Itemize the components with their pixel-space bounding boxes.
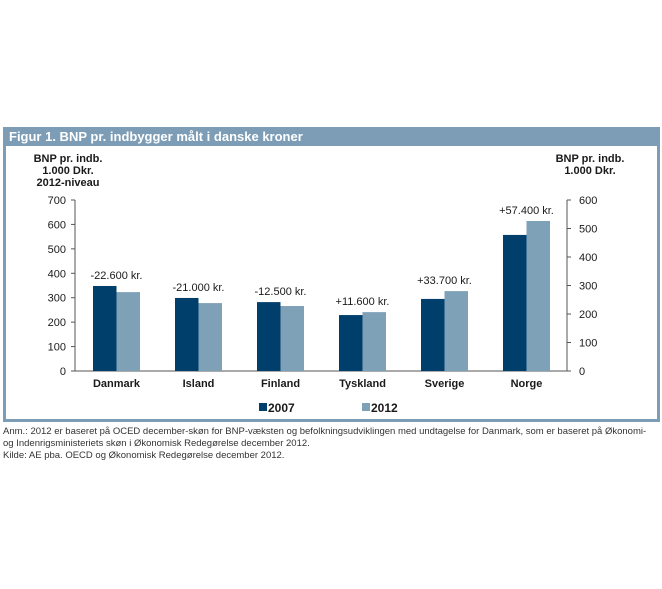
bar-2012-sverige	[444, 291, 468, 371]
left-axis-title: 2012-niveau	[37, 177, 100, 189]
source-text: Kilde: AE pba. OECD og Økonomisk Redegør…	[3, 450, 285, 461]
figure-frame	[3, 127, 660, 422]
data-label: -12.500 kr.	[255, 286, 307, 298]
left-tick-label: 600	[48, 219, 66, 231]
left-axis-title: 1.000 Dkr.	[42, 165, 93, 177]
note-text: Anm.: 2012 er baseret på OCED december-s…	[3, 426, 647, 449]
bar-2012-norge	[526, 221, 550, 371]
left-tick-label: 0	[60, 366, 66, 378]
bar-2007-sverige	[421, 298, 445, 371]
right-tick-label: 100	[579, 338, 597, 350]
legend-label: 2012	[371, 401, 398, 415]
bar-2007-norge	[503, 234, 527, 371]
bar-2007-tyskland	[339, 315, 363, 371]
category-label: Tyskland	[339, 378, 386, 390]
bar-2012-finland	[280, 306, 304, 371]
left-tick-label: 400	[48, 268, 66, 280]
bar-2007-danmark	[93, 285, 117, 371]
category-label: Island	[183, 378, 215, 390]
right-tick-label: 400	[579, 252, 597, 264]
left-tick-label: 100	[48, 342, 66, 354]
bar-2007-finland	[257, 302, 281, 371]
right-tick-label: 200	[579, 309, 597, 321]
legend-swatch-2007	[259, 403, 267, 411]
left-tick-label: 200	[48, 317, 66, 329]
right-tick-label: 500	[579, 224, 597, 236]
right-tick-label: 600	[579, 195, 597, 207]
data-label: -21.000 kr.	[173, 282, 225, 294]
left-axis-title: BNP pr. indb.	[34, 153, 103, 165]
left-tick-label: 700	[48, 195, 66, 207]
category-label: Danmark	[93, 378, 141, 390]
right-tick-label: 300	[579, 281, 597, 293]
data-label: +33.700 kr.	[417, 275, 472, 287]
legend-swatch-2012	[362, 403, 370, 411]
category-label: Norge	[511, 378, 543, 390]
bar-2012-danmark	[116, 292, 140, 371]
bar-2012-island	[198, 303, 222, 371]
figure-title: Figur 1. BNP pr. indbygger målt i danske…	[3, 127, 660, 146]
bar-2007-island	[175, 297, 199, 371]
bar-2012-tyskland	[362, 312, 386, 371]
data-label: +57.400 kr.	[499, 205, 554, 217]
right-tick-label: 0	[579, 366, 585, 378]
legend-label: 2007	[268, 401, 295, 415]
right-axis-title: BNP pr. indb.	[556, 153, 625, 165]
right-axis-title: 1.000 Dkr.	[564, 165, 615, 177]
data-label: +11.600 kr.	[336, 296, 390, 308]
category-label: Finland	[261, 378, 300, 390]
left-tick-label: 300	[48, 293, 66, 305]
left-tick-label: 500	[48, 244, 66, 256]
category-label: Sverige	[425, 378, 465, 390]
data-label: -22.600 kr.	[91, 270, 143, 282]
